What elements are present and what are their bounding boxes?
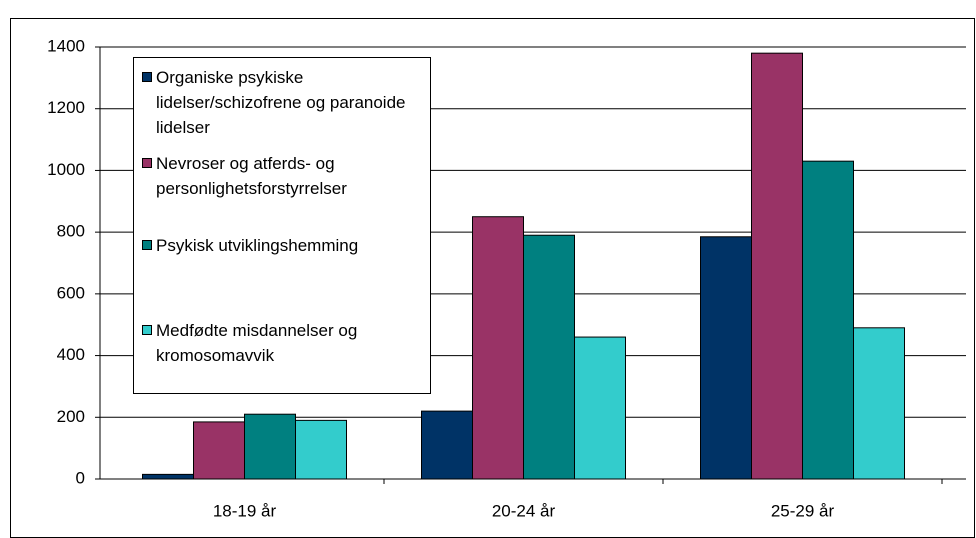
y-tick-label: 800	[57, 222, 85, 241]
legend-item: Nevroser og atferds- og personlighetsfor…	[142, 151, 427, 201]
bar	[802, 160, 854, 480]
legend-label: Medfødte misdannelser og kromosomavvik	[156, 321, 358, 365]
legend-label: Nevroser og atferds- og personlighetsfor…	[156, 154, 347, 198]
y-tick-label: 200	[57, 407, 85, 426]
bar	[751, 52, 803, 480]
bar	[295, 419, 347, 480]
bar	[142, 473, 194, 480]
bar	[193, 421, 245, 480]
x-tick-label: 20-24 år	[492, 501, 556, 520]
y-tick-label: 400	[57, 345, 85, 364]
bar	[472, 216, 524, 480]
legend-label: Psykisk utviklingshemming	[156, 236, 359, 255]
bar	[421, 410, 473, 480]
x-tick-label: 18-19 år	[213, 501, 277, 520]
legend: Organiske psykiske lidelser/schizofrene …	[133, 57, 431, 394]
y-tick-label: 0	[76, 468, 85, 487]
y-tick-label: 1200	[47, 98, 85, 117]
y-tick-label: 1400	[47, 36, 85, 55]
legend-item: Medfødte misdannelser og kromosomavvik	[142, 318, 427, 368]
x-tick-label: 25-29 år	[771, 501, 835, 520]
legend-label: Organiske psykiske lidelser/schizofrene …	[156, 68, 406, 137]
bar	[853, 327, 905, 480]
legend-item: Psykisk utviklingshemming	[142, 233, 427, 258]
bar	[244, 413, 296, 480]
bar	[700, 236, 752, 480]
legend-swatch	[142, 240, 152, 250]
legend-swatch	[142, 325, 152, 335]
legend-swatch	[142, 72, 152, 82]
bar	[574, 336, 626, 480]
y-tick-label: 600	[57, 283, 85, 302]
legend-swatch	[142, 158, 152, 168]
legend-item: Organiske psykiske lidelser/schizofrene …	[142, 65, 427, 140]
bar	[523, 234, 575, 480]
y-tick-label: 1000	[47, 160, 85, 179]
